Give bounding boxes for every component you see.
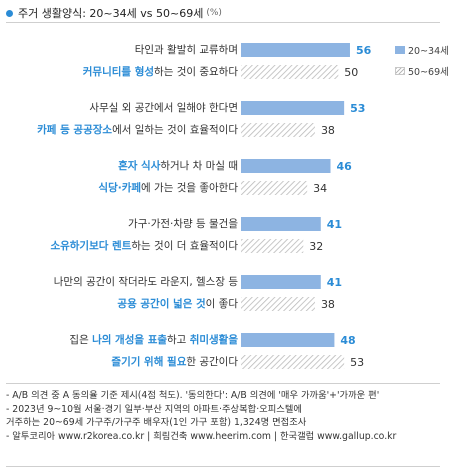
legend-item-series2: 50~69세 bbox=[395, 64, 449, 78]
category-label-line: 커뮤니티를 형성하는 것이 중요하다 bbox=[83, 64, 238, 79]
top-divider bbox=[6, 22, 440, 23]
highlight-text: 나의 개성을 표출 bbox=[92, 334, 168, 346]
label-text: 에 가는 것을 좋아한다 bbox=[141, 182, 238, 194]
title-bullet-icon bbox=[6, 9, 13, 17]
chart-unit: (%) bbox=[206, 8, 222, 18]
category-label-line: 타인과 활발히 교류하며 bbox=[135, 42, 238, 57]
label-text: 사무실 외 공간에서 일해야 한다면 bbox=[89, 102, 238, 114]
label-text: 나만의 공간이 작더라도 라운지, 헬스장 등 bbox=[53, 276, 238, 288]
bar-chart: 56 50 53 38 46 34 41 32 41 38 48 53 bbox=[241, 43, 372, 369]
value-label-series1: 56 bbox=[356, 44, 372, 57]
category-label-line: 사무실 외 공간에서 일해야 한다면 bbox=[89, 100, 238, 115]
chart-title: 주거 생활양식: 20~34세 vs 50~69세 (%) bbox=[6, 5, 222, 21]
category-label-line: 가구·가전·차량 등 물건을 bbox=[128, 216, 238, 231]
label-text: 이 좋다 bbox=[205, 298, 238, 310]
highlight-text: 공용 공간이 넓은 것 bbox=[117, 298, 206, 310]
legend-swatch-series1 bbox=[395, 46, 405, 54]
notes-divider bbox=[6, 383, 440, 384]
highlight-text: 식당·카페 bbox=[98, 182, 142, 194]
label-text: 한 공간이다 bbox=[186, 356, 238, 368]
bar-series1 bbox=[241, 217, 321, 231]
highlight-text: 즐기기 위해 필요 bbox=[111, 356, 187, 368]
value-label-series1: 41 bbox=[327, 276, 342, 289]
note-line: - 2023년 9~10월 서울·경기 일부·부산 지역의 아파트·주상복합·오… bbox=[6, 403, 302, 415]
label-text: 집은 bbox=[69, 334, 93, 346]
value-label-series2: 38 bbox=[321, 124, 335, 137]
value-label-series1: 46 bbox=[337, 160, 353, 173]
bar-series2 bbox=[241, 181, 308, 195]
legend-item-series1: 20~34세 bbox=[395, 43, 449, 57]
notes: - A/B 의견 중 A 동의율 기준 제시(4점 척도). '동의한다': A… bbox=[6, 389, 446, 443]
label-text: 에서 일하는 것이 효율적이다 bbox=[112, 124, 238, 136]
bar-series2 bbox=[241, 239, 304, 253]
value-label-series2: 38 bbox=[321, 298, 335, 311]
highlight-text: 취미생활을 bbox=[189, 334, 238, 346]
highlight-text: 카페 등 공공장소 bbox=[37, 124, 113, 136]
value-label-series1: 48 bbox=[340, 334, 355, 347]
note-line: - A/B 의견 중 A 동의율 기준 제시(4점 척도). '동의한다': A… bbox=[6, 390, 380, 401]
value-label-series2: 32 bbox=[309, 240, 323, 253]
value-label-series2: 34 bbox=[313, 182, 327, 195]
bar-series1 bbox=[241, 275, 321, 289]
label-text: 하거나 차 마실 때 bbox=[160, 160, 238, 172]
legend-label-series2: 50~69세 bbox=[408, 67, 449, 78]
category-label-line: 집은 나의 개성을 표출하고 취미생활을 bbox=[69, 332, 238, 347]
bottom-divider bbox=[6, 466, 440, 467]
value-label-series2: 50 bbox=[344, 66, 358, 79]
highlight-text: 혼자 식사 bbox=[118, 160, 161, 172]
category-label-line: 나만의 공간이 작더라도 라운지, 헬스장 등 bbox=[54, 274, 238, 289]
bar-series2 bbox=[241, 297, 315, 311]
category-label-line: 식당·카페에 가는 것을 좋아한다 bbox=[98, 180, 238, 195]
value-label-series1: 53 bbox=[350, 102, 365, 115]
note-line: - 알투코리아 www.r2korea.co.kr | 희림건축 www.hee… bbox=[6, 430, 397, 442]
highlight-text: 커뮤니티를 형성 bbox=[82, 66, 155, 78]
value-label-series1: 41 bbox=[327, 218, 342, 231]
category-label-line: 즐기기 위해 필요한 공간이다 bbox=[111, 354, 238, 369]
bar-series1 bbox=[241, 159, 331, 173]
label-text: 하는 것이 중요하다 bbox=[154, 66, 238, 78]
category-label-line: 카페 등 공공장소에서 일하는 것이 효율적이다 bbox=[37, 122, 238, 137]
bar-series1 bbox=[241, 43, 350, 57]
bar-series2 bbox=[241, 65, 339, 79]
label-text: 타인과 활발히 교류하며 bbox=[134, 44, 238, 56]
note-line: 거주하는 20~69세 가구주/가구주 배우자(1인 가구 포함) 1,324명… bbox=[6, 417, 307, 429]
legend-swatch-series2 bbox=[395, 67, 405, 75]
bar-series2 bbox=[241, 123, 315, 137]
label-text: 하는 것이 더 효율적이다 bbox=[131, 240, 238, 252]
label-text: 가구·가전·차량 등 물건을 bbox=[128, 218, 238, 230]
category-label-line: 공용 공간이 넓은 것이 좋다 bbox=[117, 296, 238, 311]
category-label-line: 소유하기보다 렌트하는 것이 더 효율적이다 bbox=[50, 238, 238, 253]
bar-series2 bbox=[241, 355, 345, 369]
bar-series1 bbox=[241, 333, 335, 347]
label-text: 하고 bbox=[167, 334, 190, 346]
legend-label-series1: 20~34세 bbox=[408, 46, 449, 57]
value-label-series2: 53 bbox=[350, 356, 364, 369]
bar-series1 bbox=[241, 101, 345, 115]
category-label-line: 혼자 식사하거나 차 마실 때 bbox=[118, 158, 238, 173]
chart-title-text: 주거 생활양식: 20~34세 vs 50~69세 bbox=[18, 7, 204, 20]
highlight-text: 소유하기보다 렌트 bbox=[50, 240, 132, 252]
